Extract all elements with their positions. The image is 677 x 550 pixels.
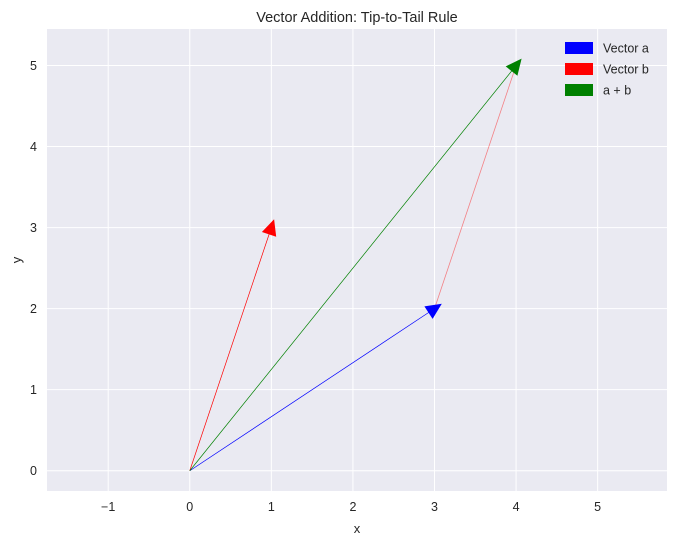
y-tick-label: 4 xyxy=(30,140,37,154)
vector-arrowhead xyxy=(424,303,442,319)
legend-label: Vector b xyxy=(603,63,649,77)
x-tick-label: 3 xyxy=(431,500,438,514)
legend-label: Vector a xyxy=(603,42,649,56)
x-tick-label: −1 xyxy=(101,500,115,514)
vector-resultant-guide xyxy=(434,70,515,309)
x-tick-label: 2 xyxy=(349,500,356,514)
y-tick-label: 0 xyxy=(30,464,37,478)
ticks: −1 0 1 2 3 4 5 0 1 2 3 4 5 xyxy=(30,59,601,514)
legend-swatch xyxy=(565,63,593,75)
vector-a-b xyxy=(189,58,522,471)
x-tick-label: 4 xyxy=(513,500,520,514)
vector-shaft xyxy=(189,69,514,471)
legend-swatch xyxy=(565,84,593,96)
legend-item: Vector b xyxy=(565,63,649,77)
legend: Vector a Vector b a + b xyxy=(565,42,649,98)
vector-vector-b xyxy=(189,219,277,471)
x-tick-label: 1 xyxy=(268,500,275,514)
y-axis-label: y xyxy=(9,256,24,263)
y-tick-label: 2 xyxy=(30,302,37,316)
vector-vector-a xyxy=(189,303,442,472)
x-tick-label: 0 xyxy=(186,500,193,514)
vector-shaft xyxy=(189,232,271,471)
y-tick-label: 3 xyxy=(30,221,37,235)
legend-swatch xyxy=(565,42,593,54)
vector-arrowhead xyxy=(261,219,277,237)
vectors xyxy=(189,58,522,472)
vector-arrowhead xyxy=(505,58,522,76)
legend-item: Vector a xyxy=(565,42,649,56)
plot-area xyxy=(47,29,667,491)
y-tick-label: 1 xyxy=(30,383,37,397)
vector-shaft xyxy=(189,311,431,472)
grid xyxy=(47,29,667,491)
vector-shaft xyxy=(434,70,515,309)
y-tick-label: 5 xyxy=(30,59,37,73)
legend-label: a + b xyxy=(603,84,631,98)
chart-title: Vector Addition: Tip-to-Tail Rule xyxy=(256,10,458,26)
x-tick-label: 5 xyxy=(594,500,601,514)
x-axis-label: x xyxy=(354,521,361,536)
legend-item: a + b xyxy=(565,84,631,98)
